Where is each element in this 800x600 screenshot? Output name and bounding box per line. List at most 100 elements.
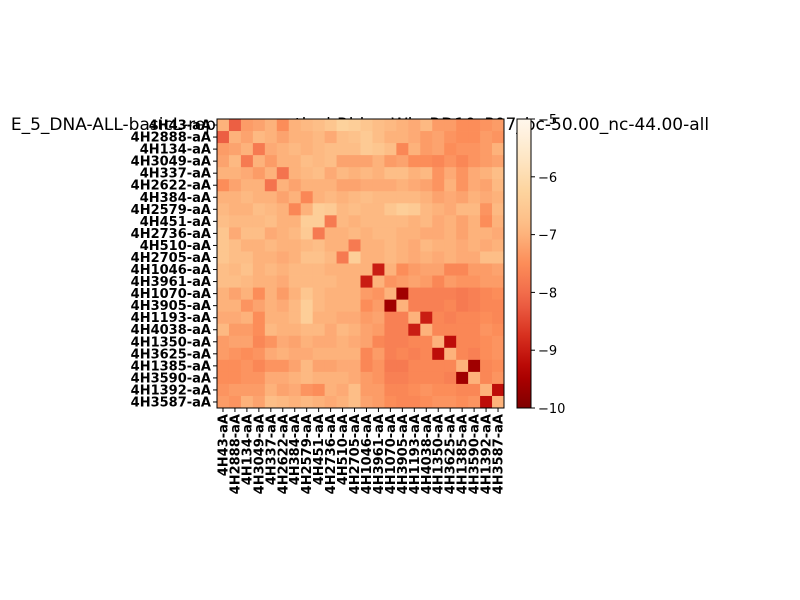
heatmap-cell: [240, 347, 254, 361]
x-tick-label: 4H3587-aA: [492, 414, 507, 494]
heatmap-cell: [492, 119, 505, 132]
heatmap-cell: [384, 287, 397, 301]
heatmap-cell: [492, 263, 505, 276]
heatmap-cell: [444, 191, 457, 204]
heatmap-cell: [300, 335, 314, 349]
heatmap-cell: [432, 287, 445, 301]
heatmap-cell: [217, 263, 230, 276]
heatmap-cell: [396, 191, 409, 204]
heatmap-cell: [456, 191, 469, 204]
heatmap-cell: [264, 395, 278, 409]
heatmap-cell: [228, 131, 242, 144]
heatmap-cell: [468, 179, 481, 192]
heatmap-cell: [456, 143, 469, 156]
heatmap-cell: [468, 131, 481, 144]
heatmap-cell: [217, 251, 230, 264]
heatmap-cell: [480, 311, 493, 325]
heatmap-cell: [396, 347, 409, 361]
heatmap-cell: [312, 311, 326, 325]
heatmap-cell: [217, 119, 230, 132]
heatmap-cell: [288, 143, 302, 156]
heatmap-cell: [396, 263, 409, 276]
heatmap-cell: [492, 287, 505, 301]
heatmap-cell: [372, 155, 385, 168]
heatmap-cell: [372, 335, 385, 349]
heatmap-cell: [408, 383, 421, 397]
heatmap-cell: [252, 251, 266, 264]
heatmap-cell: [264, 371, 278, 385]
x-tick-label: 4H3625-aA: [444, 414, 459, 494]
heatmap-cell: [456, 215, 469, 228]
heatmap-cell: [372, 287, 385, 301]
heatmap-cell: [300, 323, 314, 337]
heatmap-cell: [396, 335, 409, 349]
heatmap-cell: [468, 203, 481, 216]
heatmap-cell: [264, 143, 278, 156]
heatmap-cell: [408, 119, 421, 132]
heatmap-cell: [360, 191, 373, 204]
y-tick-label: 4H3590-aA: [131, 371, 211, 386]
heatmap-cell: [492, 203, 505, 216]
heatmap-cell: [372, 359, 385, 373]
y-tick-label: 4H451-aA: [140, 215, 211, 230]
heatmap-cell: [456, 395, 469, 409]
heatmap-cell: [217, 143, 230, 156]
heatmap-cell: [480, 167, 493, 180]
heatmap-cell: [324, 167, 337, 180]
y-tick-label: 4H2579-aA: [131, 203, 211, 218]
heatmap-cell: [372, 311, 385, 325]
heatmap-cell: [456, 323, 469, 337]
heatmap-cell: [420, 167, 433, 180]
heatmap-cell: [264, 191, 278, 204]
heatmap-cell: [217, 287, 230, 301]
y-tick-label: 4H1385-aA: [131, 359, 211, 374]
heatmap-cell: [348, 383, 361, 397]
heatmap-cell: [384, 119, 397, 132]
heatmap-cell: [444, 239, 457, 252]
y-tick-label: 4H2888-aA: [131, 131, 211, 146]
heatmap-cell: [276, 203, 290, 216]
heatmap-cell: [300, 191, 314, 204]
y-tick-label: 4H1392-aA: [131, 383, 211, 398]
heatmap-cell: [228, 359, 242, 373]
heatmap-cell: [264, 347, 278, 361]
heatmap-cell: [300, 395, 314, 409]
heatmap-cell: [288, 251, 302, 264]
heatmap-cell: [384, 155, 397, 168]
heatmap-cell: [492, 155, 505, 168]
heatmap-cell: [312, 143, 326, 156]
heatmap-cell: [384, 335, 397, 349]
heatmap-cell: [300, 167, 314, 180]
heatmap-cell: [492, 167, 505, 180]
heatmap-cell: [444, 263, 457, 276]
heatmap-cell: [348, 191, 361, 204]
heatmap-cell: [444, 215, 457, 228]
heatmap-cell: [312, 239, 326, 252]
y-tick-label: 4H1193-aA: [131, 311, 211, 326]
heatmap-cell: [480, 371, 493, 385]
heatmap-cell: [360, 131, 373, 144]
heatmap-cell: [432, 143, 445, 156]
heatmap-cell: [444, 287, 457, 301]
heatmap-cell: [432, 203, 445, 216]
heatmap-cell: [348, 311, 361, 325]
heatmap-cell: [276, 239, 290, 252]
heatmap-cell: [300, 215, 314, 228]
x-tick-label: 4H510-aA: [336, 414, 351, 485]
heatmap-cell: [396, 239, 409, 252]
heatmap-cell: [360, 335, 373, 349]
heatmap-cell: [336, 359, 349, 373]
heatmap-cell: [384, 167, 397, 180]
y-tick-label: 4H1070-aA: [131, 287, 211, 302]
heatmap-cell: [372, 323, 385, 337]
heatmap-cell: [240, 299, 254, 313]
heatmap-cell: [432, 275, 445, 288]
heatmap-cell: [324, 371, 337, 385]
heatmap-cell: [384, 239, 397, 252]
heatmap-cell: [480, 227, 493, 240]
x-tick-label: 4H2579-aA: [300, 414, 315, 494]
heatmap-cell: [360, 203, 373, 216]
y-tick-label: 4H2736-aA: [131, 227, 211, 242]
heatmap-cell: [288, 263, 302, 276]
heatmap-cell: [444, 131, 457, 144]
